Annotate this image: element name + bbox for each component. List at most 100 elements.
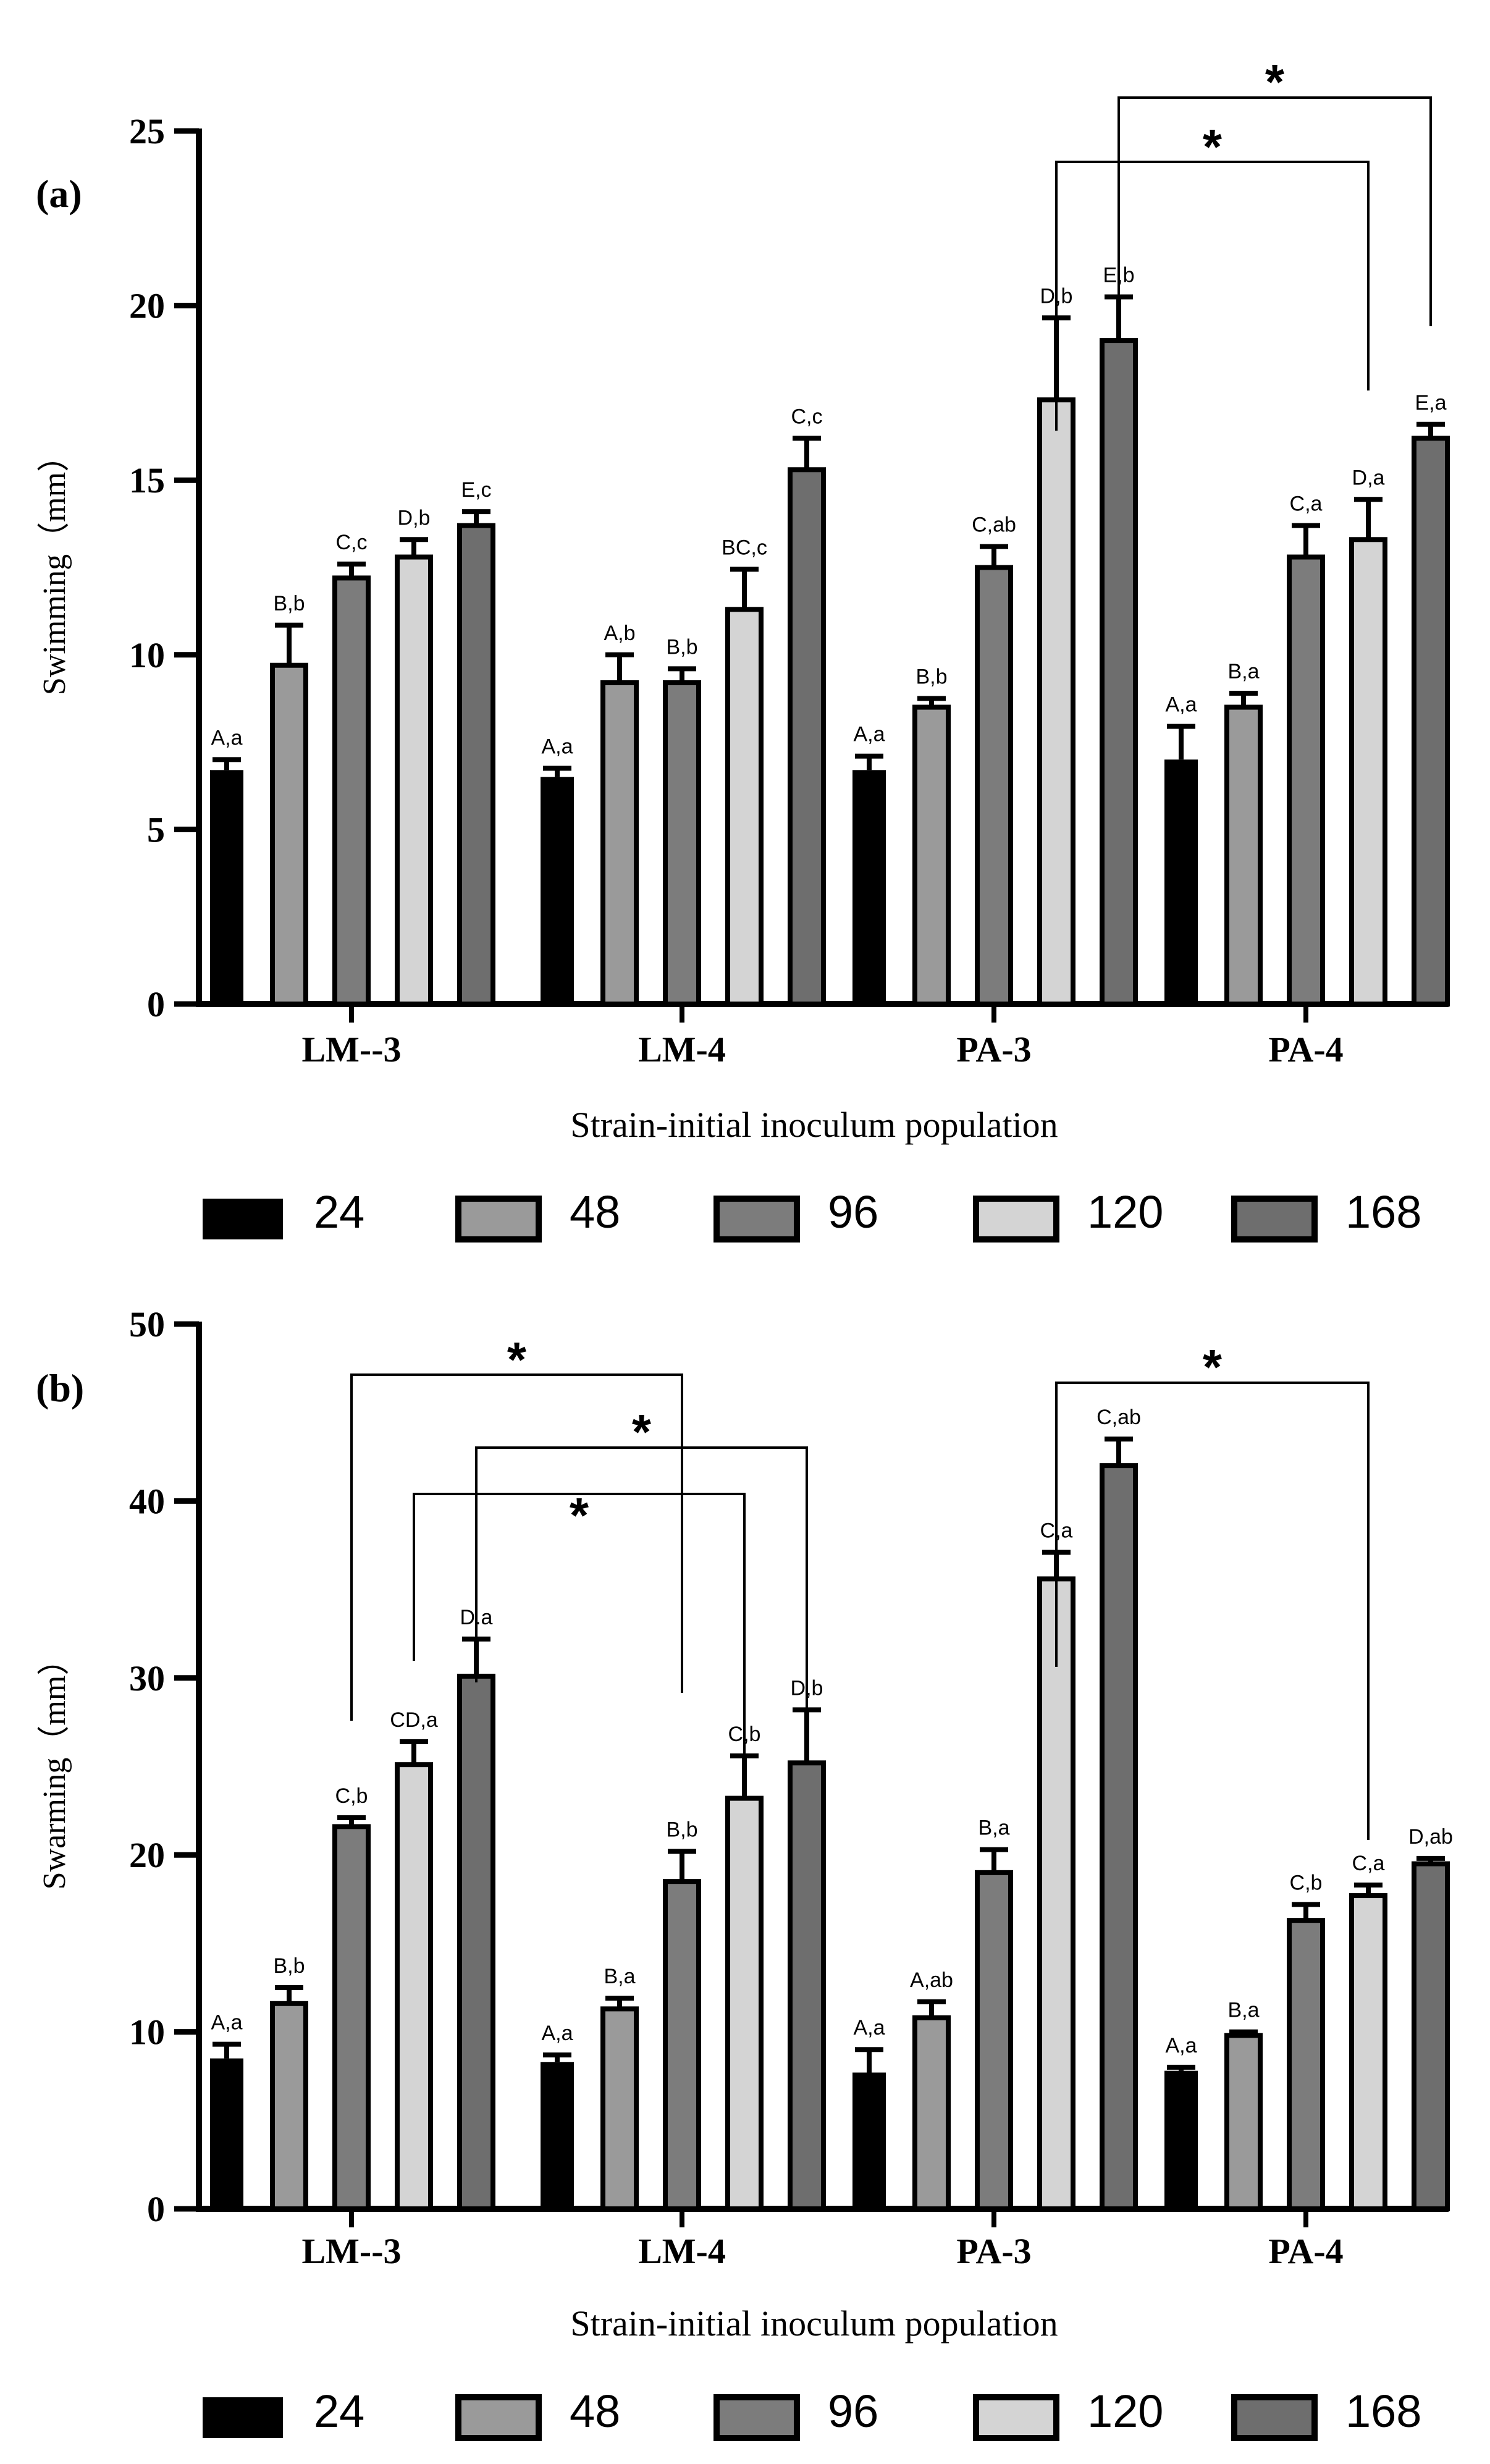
bar	[210, 770, 243, 1004]
bar	[725, 1795, 764, 2211]
bar	[1100, 1463, 1138, 2212]
data-label: BC,c	[722, 536, 767, 559]
bar	[1037, 397, 1075, 1006]
bar	[1037, 1576, 1075, 2211]
legend-label: 48	[570, 2386, 620, 2437]
y-tick-label: 40	[129, 1481, 165, 1521]
significance-bracket	[475, 1446, 808, 1757]
bar	[1224, 2033, 1263, 2211]
data-label: A,a	[211, 2011, 242, 2035]
data-label: A,a	[853, 723, 885, 746]
y-tick-label: 0	[147, 2189, 165, 2229]
significance-star: *	[1265, 54, 1285, 109]
bar	[1287, 554, 1325, 1006]
data-label: C,a	[1352, 1852, 1385, 1875]
category-label: PA-3	[956, 2231, 1031, 2271]
legend-swatch	[203, 1199, 283, 1239]
data-label: B,b	[666, 1818, 697, 1841]
bar	[270, 2001, 308, 2211]
data-label: A,a	[541, 2022, 573, 2045]
data-label: A,a	[853, 2016, 885, 2040]
y-tick-label: 10	[129, 2012, 165, 2053]
bar	[457, 1673, 495, 2212]
significance-star: *	[570, 1488, 589, 1543]
data-label: C,b	[335, 1784, 368, 1808]
category-label: PA-4	[1268, 2231, 1343, 2271]
bar	[210, 2058, 243, 2209]
legend-label: 168	[1345, 1186, 1421, 1238]
data-label: B,b	[273, 1954, 305, 1978]
bar	[332, 1824, 371, 2211]
legend-swatch	[455, 1196, 542, 1243]
data-label: D,b	[398, 506, 431, 530]
legend-label: 24	[314, 1186, 364, 1238]
legend-swatch	[973, 1196, 1059, 1243]
significance-star: *	[507, 1332, 527, 1387]
bar	[1287, 1918, 1325, 2211]
legend-swatch	[973, 2394, 1059, 2441]
x-axis-title: Strain-initial inoculum population	[570, 2303, 1058, 2344]
bar	[975, 565, 1013, 1006]
y-tick-label: 20	[129, 1835, 165, 1875]
data-label: A,ab	[910, 1968, 953, 1992]
y-axis-title: Swarming（mm）	[37, 1643, 72, 1890]
significance-bracket	[413, 1493, 746, 1769]
y-tick-label: 15	[129, 460, 165, 500]
bar	[1412, 1861, 1450, 2211]
y-tick-label: 10	[129, 635, 165, 675]
bar	[270, 662, 308, 1006]
bar	[975, 1870, 1013, 2212]
bar	[541, 777, 574, 1004]
significance-bracket	[1055, 1382, 1370, 1840]
legend-swatch	[713, 2394, 800, 2441]
y-tick-label: 0	[147, 984, 165, 1024]
chart-panel-a: (a) 0 5 10 15 20 25 Swimming（mm） LM--3 LM-4 PA-3 PA…	[36, 54, 1450, 1243]
significance-bracket	[1118, 96, 1432, 326]
y-tick-label: 25	[129, 111, 165, 151]
data-label: B,a	[604, 1965, 635, 1988]
data-label: CD,a	[390, 1708, 438, 1732]
data-label: A,a	[541, 735, 573, 758]
data-label: D,ab	[1408, 1825, 1453, 1849]
bar	[1164, 759, 1198, 1004]
y-tick-label: 30	[129, 1658, 165, 1698]
data-label: B,b	[273, 592, 305, 615]
y-tick-label: 20	[129, 286, 165, 326]
bar	[852, 770, 886, 1004]
category-label: LM--3	[301, 2231, 401, 2271]
data-label: B,a	[1227, 660, 1259, 683]
bar	[663, 680, 701, 1006]
bar	[395, 1762, 433, 2211]
data-label: B,a	[978, 1816, 1009, 1840]
bar	[788, 1760, 826, 2211]
bar	[912, 704, 951, 1006]
data-label: A,a	[211, 726, 242, 749]
chart-panel-b: (b) 0 10 20 30 40 50 Swarming（mm） LM--3 LM-4 PA-3 P…	[36, 1304, 1453, 2441]
x-axis-title: Strain-initial inoculum population	[570, 1105, 1058, 1145]
panel-label: (a)	[36, 172, 82, 216]
bar	[1100, 338, 1138, 1006]
category-label: LM--3	[301, 1029, 401, 1070]
data-label: B,b	[915, 665, 947, 688]
data-label: E,a	[1415, 391, 1446, 415]
legend-label: 168	[1345, 2386, 1421, 2437]
data-label: C,c	[336, 531, 368, 554]
bar	[1349, 537, 1387, 1006]
bar	[1349, 1893, 1387, 2212]
category-label: PA-4	[1268, 1029, 1343, 1070]
significance-star: *	[1203, 119, 1223, 174]
bar	[457, 523, 495, 1006]
data-label: D,a	[1352, 466, 1385, 489]
data-label: B,b	[666, 635, 697, 659]
significance-star: *	[1203, 1340, 1223, 1394]
legend-label: 24	[314, 2386, 364, 2437]
data-label: C,ab	[1096, 1406, 1141, 1429]
data-label: A,a	[1165, 693, 1197, 717]
legend-swatch	[203, 2397, 283, 2438]
legend-swatch	[713, 1196, 800, 1243]
legend-label: 96	[828, 1186, 878, 1238]
data-label: B,a	[1227, 1999, 1259, 2022]
category-label: LM-4	[638, 2231, 726, 2271]
bar	[600, 2006, 639, 2211]
